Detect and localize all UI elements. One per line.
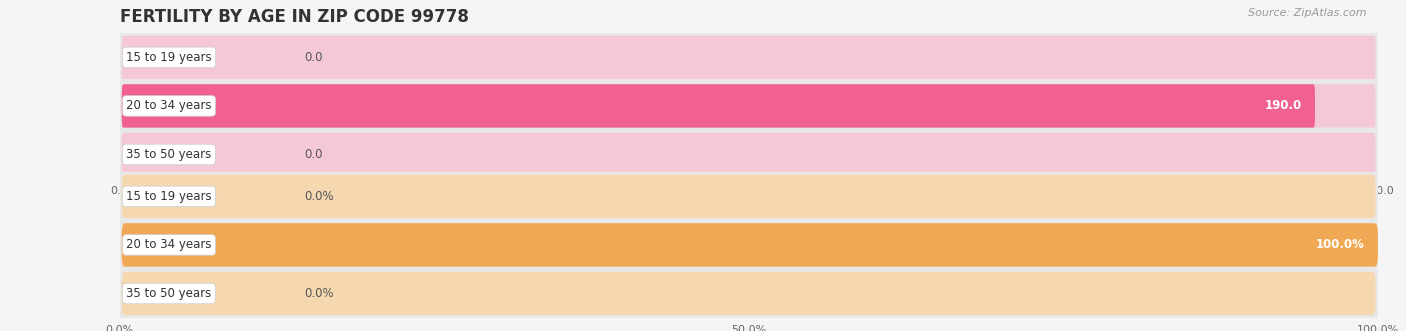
FancyBboxPatch shape xyxy=(122,223,1378,266)
FancyBboxPatch shape xyxy=(122,84,1315,127)
FancyBboxPatch shape xyxy=(120,27,1378,87)
Text: 15 to 19 years: 15 to 19 years xyxy=(127,190,212,203)
FancyBboxPatch shape xyxy=(120,124,1378,185)
FancyBboxPatch shape xyxy=(122,223,1375,266)
Text: 0.0%: 0.0% xyxy=(305,287,335,300)
Text: FERTILITY BY AGE IN ZIP CODE 99778: FERTILITY BY AGE IN ZIP CODE 99778 xyxy=(120,8,468,26)
FancyBboxPatch shape xyxy=(122,36,1375,79)
Text: 20 to 34 years: 20 to 34 years xyxy=(127,238,212,252)
FancyBboxPatch shape xyxy=(120,166,1378,226)
Text: 0.0%: 0.0% xyxy=(305,190,335,203)
FancyBboxPatch shape xyxy=(120,263,1378,324)
FancyBboxPatch shape xyxy=(122,84,1375,127)
Text: 190.0: 190.0 xyxy=(1265,99,1302,113)
Text: 0.0: 0.0 xyxy=(305,51,323,64)
FancyBboxPatch shape xyxy=(122,175,1375,218)
Text: 15 to 19 years: 15 to 19 years xyxy=(127,51,212,64)
Text: 35 to 50 years: 35 to 50 years xyxy=(127,287,211,300)
FancyBboxPatch shape xyxy=(120,215,1378,275)
Text: 20 to 34 years: 20 to 34 years xyxy=(127,99,212,113)
Text: Source: ZipAtlas.com: Source: ZipAtlas.com xyxy=(1249,8,1367,18)
Text: 35 to 50 years: 35 to 50 years xyxy=(127,148,211,161)
Text: 100.0%: 100.0% xyxy=(1316,238,1365,252)
FancyBboxPatch shape xyxy=(120,76,1378,136)
Text: 0.0: 0.0 xyxy=(305,148,323,161)
FancyBboxPatch shape xyxy=(122,272,1375,315)
FancyBboxPatch shape xyxy=(122,133,1375,176)
